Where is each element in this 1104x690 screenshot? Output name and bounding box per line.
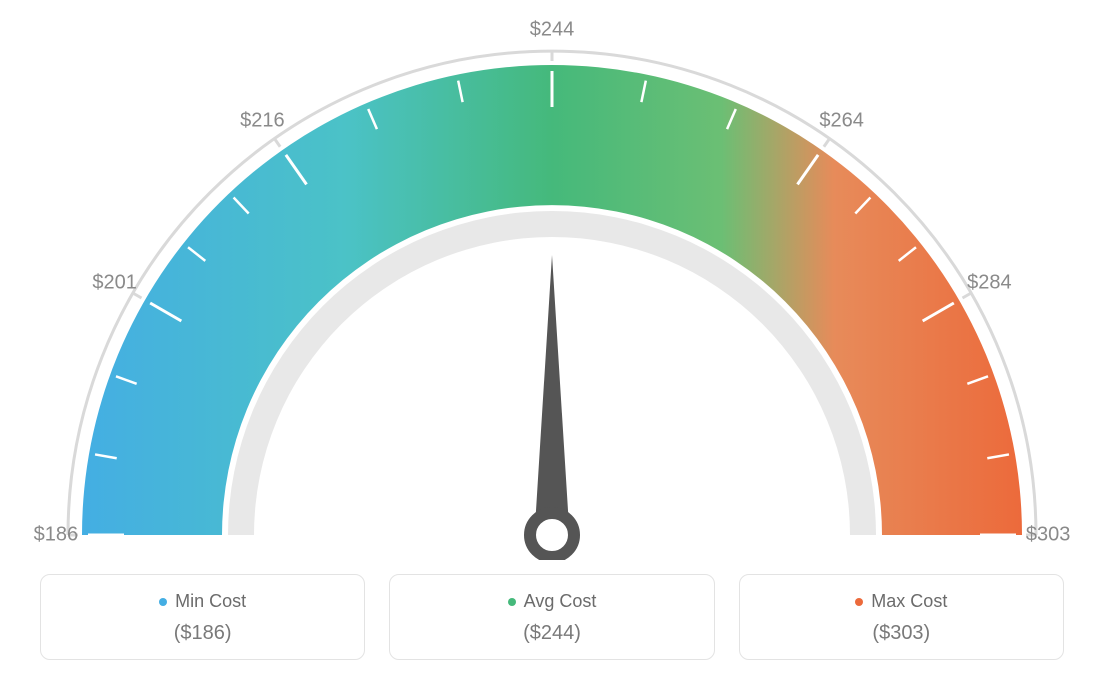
legend-title-min: Min Cost	[159, 591, 246, 612]
tick-label: $201	[92, 271, 137, 294]
outer-tick	[274, 139, 280, 147]
legend-value-max: ($303)	[750, 622, 1053, 645]
gauge-chart: $186 $201 $216 $244 $264 $284 $303	[0, 0, 1104, 560]
legend-title-text: Max Cost	[871, 591, 947, 612]
tick-label: $284	[967, 271, 1012, 294]
legend-title-avg: Avg Cost	[508, 591, 597, 612]
legend-card-avg: Avg Cost ($244)	[389, 574, 714, 660]
tick-label: $244	[530, 19, 575, 42]
legend-card-min: Min Cost ($186)	[40, 574, 365, 660]
dot-icon	[508, 598, 516, 606]
gauge-svg	[0, 0, 1104, 560]
dot-icon	[159, 598, 167, 606]
legend-title-max: Max Cost	[855, 591, 947, 612]
tick-label: $303	[1026, 524, 1071, 547]
legend-row: Min Cost ($186) Avg Cost ($244) Max Cost…	[0, 574, 1104, 660]
tick-label: $264	[819, 110, 864, 133]
tick-label: $216	[240, 110, 285, 133]
dot-icon	[855, 598, 863, 606]
legend-value-avg: ($244)	[400, 622, 703, 645]
legend-card-max: Max Cost ($303)	[739, 574, 1064, 660]
legend-value-min: ($186)	[51, 622, 354, 645]
needle-hub	[530, 513, 574, 557]
legend-title-text: Min Cost	[175, 591, 246, 612]
legend-title-text: Avg Cost	[524, 591, 597, 612]
gauge-needle	[534, 255, 569, 538]
outer-tick	[824, 139, 830, 147]
tick-label: $186	[34, 524, 79, 547]
